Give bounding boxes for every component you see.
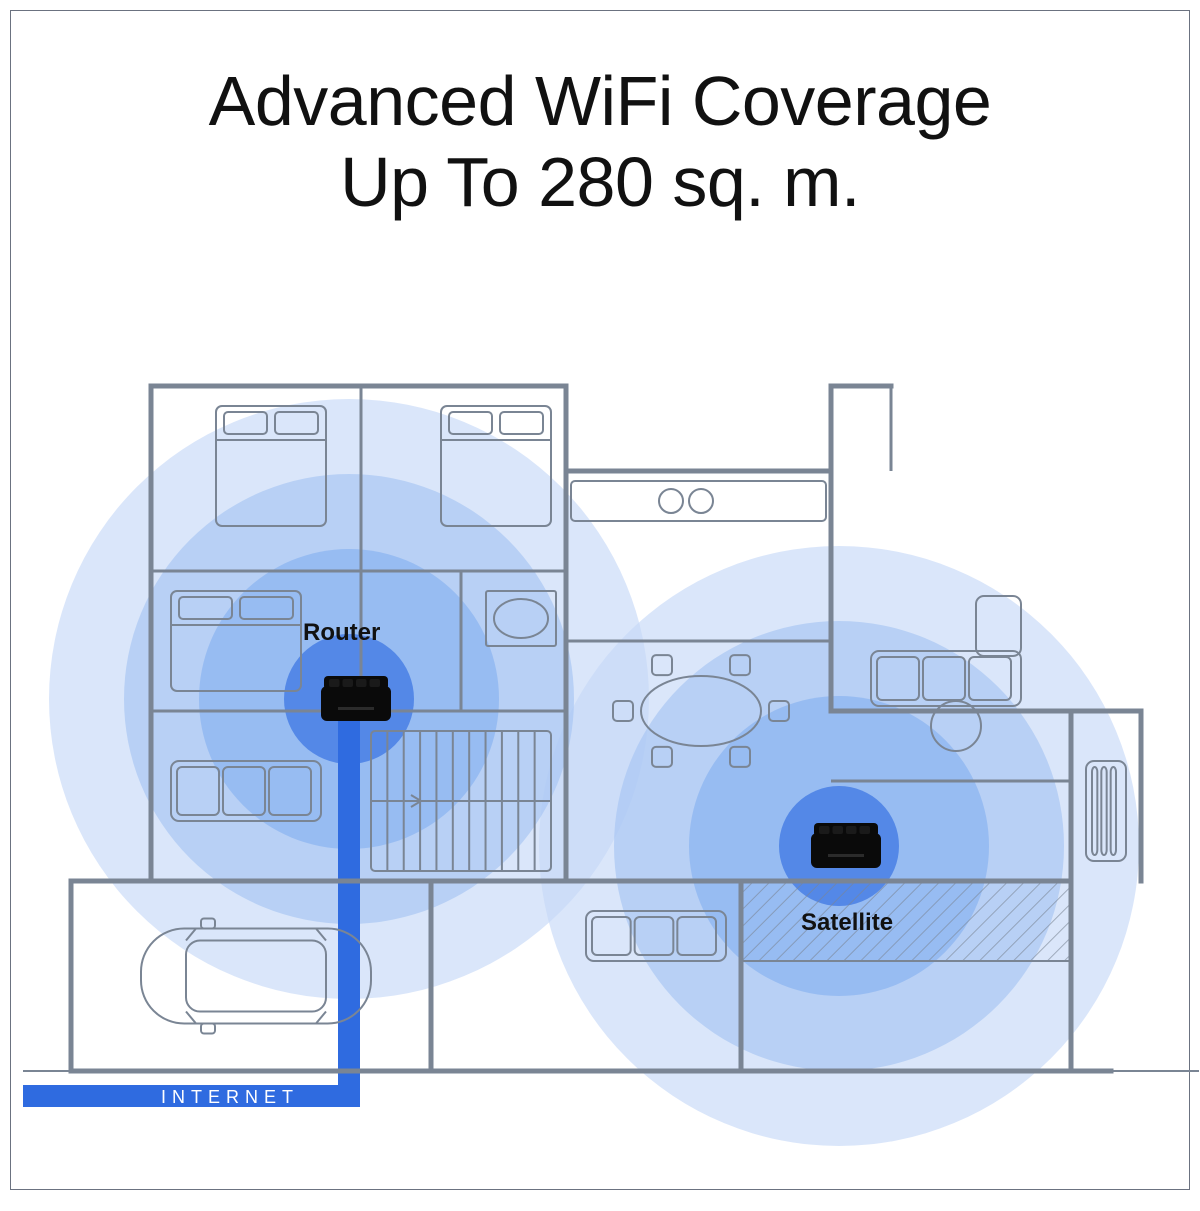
internet-label: INTERNET: [161, 1087, 299, 1108]
diagram-frame: Advanced WiFi Coverage Up To 280 sq. m. …: [10, 10, 1190, 1190]
satellite-device-icon: [811, 823, 881, 868]
router-device-icon: [321, 676, 391, 721]
diagram-stage: [11, 11, 1200, 1211]
router-label: Router: [303, 619, 380, 647]
satellite-label: Satellite: [801, 909, 893, 937]
